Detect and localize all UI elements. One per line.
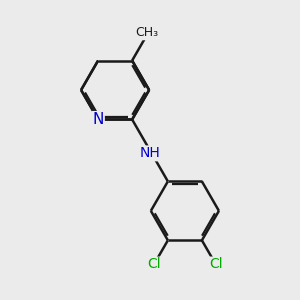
Text: CH₃: CH₃ [135, 26, 158, 39]
Text: Cl: Cl [209, 257, 223, 272]
Text: N: N [92, 112, 104, 127]
Text: NH: NH [140, 146, 160, 161]
Text: Cl: Cl [147, 257, 161, 272]
